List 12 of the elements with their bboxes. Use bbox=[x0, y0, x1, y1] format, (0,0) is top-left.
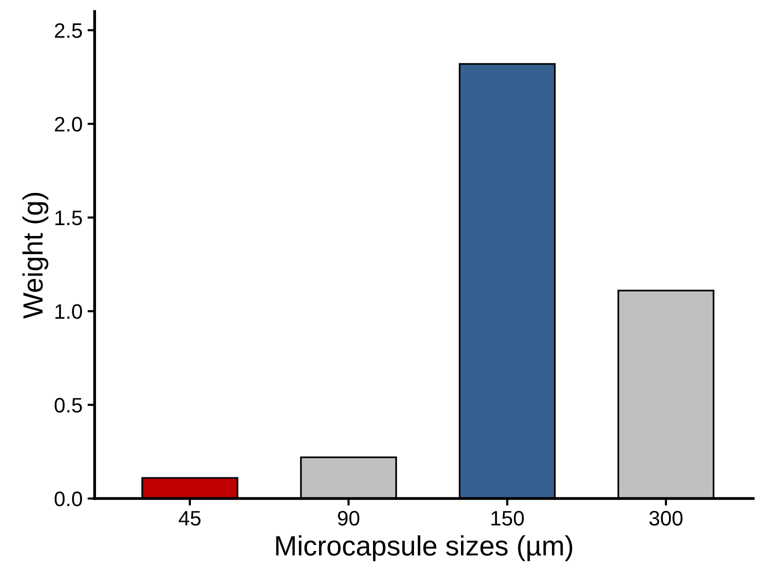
y-tick-label: 0.0 bbox=[54, 492, 82, 506]
y-tick-label: 2.0 bbox=[54, 116, 82, 132]
y-axis-title: Weight (g) bbox=[22, 192, 48, 319]
y-tick-label: 1.0 bbox=[55, 304, 82, 319]
y-tick-label: 0.5 bbox=[54, 398, 82, 413]
x-tick-label: 300 bbox=[649, 510, 682, 526]
x-tick-label: 90 bbox=[338, 510, 360, 526]
x-axis-title: Microcapsule sizes (µm) bbox=[276, 535, 572, 562]
x-tick-label: 150 bbox=[491, 510, 524, 526]
x-tick-label: 45 bbox=[178, 511, 201, 526]
y-tick-label: 1.5 bbox=[55, 210, 82, 226]
y-tick-label: 2.5 bbox=[54, 23, 82, 38]
